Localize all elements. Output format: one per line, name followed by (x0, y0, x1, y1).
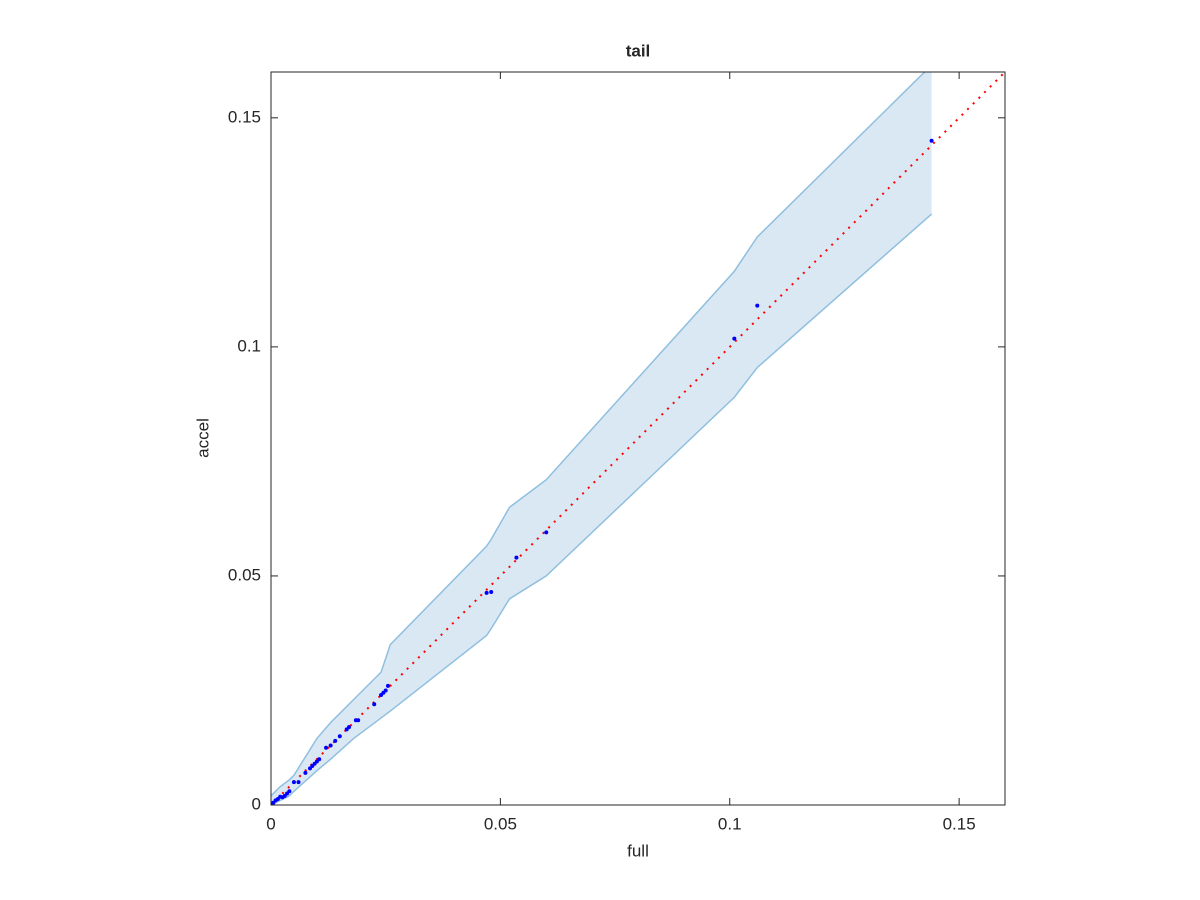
x-axis-label: full (627, 841, 649, 860)
point (356, 718, 361, 723)
point (514, 555, 519, 560)
x-tick-label: 0.15 (943, 814, 976, 833)
point (372, 702, 377, 707)
point (328, 743, 333, 748)
x-tick-label: 0.05 (484, 814, 517, 833)
band-upper-edge (271, 72, 926, 797)
axes-box (270, 71, 1006, 806)
point (296, 780, 301, 785)
point (732, 336, 737, 341)
reference-line (271, 72, 1005, 805)
x-tick-label: 0.1 (718, 814, 742, 833)
y-axis-label: accel (193, 418, 212, 458)
point (755, 303, 760, 308)
point (317, 757, 322, 762)
point (324, 745, 329, 750)
chart-title: tail (626, 41, 651, 60)
band-area (271, 72, 932, 805)
point (287, 789, 292, 794)
x-tick-label: 0 (266, 814, 275, 833)
point (337, 734, 342, 739)
point (484, 590, 489, 595)
y-tick-label: 0.15 (228, 107, 261, 126)
y-tick-label: 0.05 (228, 565, 261, 584)
plot-area (271, 72, 1005, 805)
point (333, 738, 338, 743)
y-tick-label: 0 (252, 794, 261, 813)
point (489, 589, 494, 594)
point (383, 688, 388, 693)
point (544, 530, 549, 535)
point (291, 780, 296, 785)
point (385, 683, 390, 688)
point (303, 770, 308, 775)
y-tick-label: 0.1 (237, 336, 261, 355)
band-lower-edge (271, 213, 933, 805)
point (929, 138, 934, 143)
point (346, 725, 351, 730)
